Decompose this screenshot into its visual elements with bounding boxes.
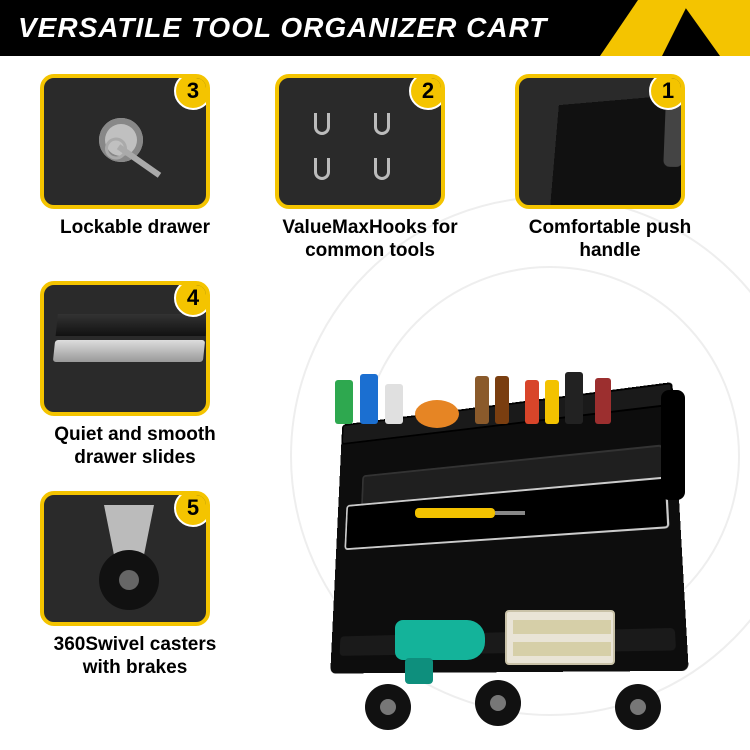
toolbox-icon <box>505 610 615 665</box>
cart-caster <box>365 684 411 730</box>
feature-drawer-slides: 4 Quiet and smooth drawer slides <box>40 281 245 470</box>
hook-icon <box>374 158 390 180</box>
feature-badge: 2 <box>409 74 445 110</box>
supply-bottle <box>595 378 611 424</box>
supply-bottle <box>565 372 583 424</box>
slide-rail-icon <box>53 340 205 362</box>
supply-bottle <box>545 380 559 424</box>
feature-thumbnail: 1 <box>515 74 685 209</box>
supply-bottle <box>525 380 539 424</box>
supply-jar <box>415 400 459 428</box>
supply-bottle <box>495 376 509 424</box>
feature-thumbnail: 2 <box>275 74 445 209</box>
feature-caption: 360Swivel casters with brakes <box>40 634 230 680</box>
hook-icon <box>314 158 330 180</box>
content-area: 3 Lockable drawer 2 ValueMaxHooks for co… <box>0 56 750 750</box>
cart-caster <box>475 680 521 726</box>
hook-icon <box>374 113 390 135</box>
handle-icon <box>550 94 685 209</box>
header-title: VERSATILE TOOL ORGANIZER CART <box>18 12 547 44</box>
feature-thumbnail: 3 <box>40 74 210 209</box>
supply-can <box>335 380 353 424</box>
feature-thumbnail: 5 <box>40 491 210 626</box>
feature-hooks: 2 ValueMaxHooks for common tools <box>275 74 480 263</box>
feature-badge: 5 <box>174 491 210 527</box>
feature-caption: Quiet and smooth drawer slides <box>40 424 230 470</box>
feature-thumbnail: 4 <box>40 281 210 416</box>
feature-caption: ValueMaxHooks for common tools <box>275 217 465 263</box>
caster-wheel-icon <box>99 550 159 610</box>
header-accent <box>600 0 750 56</box>
caster-bracket-icon <box>104 505 154 555</box>
feature-lockable-drawer: 3 Lockable drawer <box>40 74 245 240</box>
feature-casters: 5 360Swivel casters with brakes <box>40 491 245 680</box>
cart-handle <box>661 390 685 500</box>
hook-icon <box>314 113 330 135</box>
feature-caption: Lockable drawer <box>40 217 230 240</box>
feature-caption: Comfortable push handle <box>515 217 705 263</box>
header-bar: VERSATILE TOOL ORGANIZER CART <box>0 0 750 56</box>
feature-badge: 3 <box>174 74 210 110</box>
cart-caster <box>615 684 661 730</box>
drill-icon <box>395 620 485 660</box>
product-cart-illustration <box>295 350 695 730</box>
screwdriver-icon <box>415 508 495 518</box>
feature-push-handle: 1 Comfortable push handle <box>515 74 720 263</box>
supply-bottle <box>475 376 489 424</box>
supply-can <box>385 384 403 424</box>
supply-can <box>360 374 378 424</box>
feature-badge: 1 <box>649 74 685 110</box>
feature-badge: 4 <box>174 281 210 317</box>
